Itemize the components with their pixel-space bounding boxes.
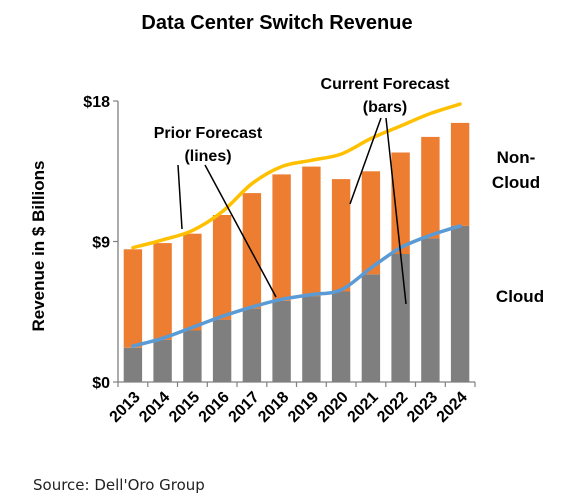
current-forecast-sublabel: (bars) [363, 99, 407, 116]
bar-non-cloud-2023 [421, 136, 440, 239]
bar-cloud-2024 [450, 225, 470, 382]
noncloud-label: Non- [497, 148, 536, 167]
y-axis-label: Revenue in $ Billions [29, 161, 48, 332]
bar-cloud-2021 [361, 274, 381, 382]
bar-non-cloud-2013 [123, 249, 143, 348]
bar-non-cloud-2015 [183, 233, 202, 331]
current-pointer-cloud [385, 117, 407, 305]
chart-title: Data Center Switch Revenue [141, 12, 412, 34]
current-pointer-noncloud [349, 117, 382, 205]
bar-non-cloud-2014 [153, 243, 172, 340]
x-tick-labels: 2013201420152016201720182019202020212022… [107, 389, 471, 426]
x-tick-label-2015: 2015 [166, 389, 203, 426]
bar-cloud-2016 [212, 319, 232, 382]
prior-forecast-sublabel: (lines) [184, 148, 231, 165]
source-note: Source: Dell'Oro Group [33, 476, 205, 494]
bar-non-cloud-2021 [361, 171, 381, 275]
x-tick-label-2017: 2017 [226, 389, 263, 426]
bar-non-cloud-2022 [391, 152, 410, 254]
bar-non-cloud-2020 [331, 179, 351, 292]
forecast-line-total [131, 102, 462, 250]
noncloud-label-line2: Cloud [492, 173, 540, 192]
bar-cloud-2020 [331, 291, 351, 382]
bar-non-cloud-2016 [212, 215, 232, 320]
x-tick-label-2020: 2020 [315, 389, 352, 426]
bar-cloud-2022 [391, 254, 410, 382]
x-tick-label-2019: 2019 [285, 389, 322, 426]
bar-cloud-2014 [153, 339, 172, 382]
prior-forecast-label: Prior Forecast [154, 125, 263, 142]
axes [113, 100, 476, 387]
x-tick-label-2018: 2018 [255, 389, 292, 426]
bar-cloud-2018 [272, 300, 291, 382]
bar-cloud-2015 [183, 330, 202, 382]
x-tick-label-2021: 2021 [345, 389, 382, 426]
y-tick-label: $18 [83, 94, 110, 111]
bar-non-cloud-2024 [450, 122, 470, 226]
x-tick-label-2013: 2013 [107, 389, 144, 426]
y-tick-labels: $0 $9 $18 [83, 94, 110, 392]
x-tick-label-2023: 2023 [404, 389, 441, 426]
y-tick-label: $0 [92, 375, 110, 392]
cloud-label: Cloud [496, 287, 544, 306]
bar-non-cloud-2018 [272, 174, 291, 301]
bar-cloud-2023 [421, 238, 440, 382]
prior-pointer-yellow [177, 164, 183, 230]
current-forecast-label: Current Forecast [321, 76, 451, 93]
bar-non-cloud-2019 [302, 166, 321, 297]
y-tick-label: $9 [92, 235, 110, 252]
bars [123, 122, 470, 382]
annotation-pointers [177, 117, 407, 305]
bar-cloud-2017 [242, 308, 262, 382]
bar-cloud-2019 [302, 296, 321, 382]
x-tick-label-2024: 2024 [434, 389, 471, 426]
x-tick-label-2016: 2016 [196, 389, 233, 426]
forecast-lines [131, 102, 462, 348]
forecast-line-cloud [131, 224, 462, 348]
prior-pointer-blue [204, 164, 277, 298]
bar-cloud-2013 [123, 347, 143, 382]
x-tick-label-2014: 2014 [136, 389, 173, 426]
x-tick-label-2022: 2022 [374, 389, 411, 426]
